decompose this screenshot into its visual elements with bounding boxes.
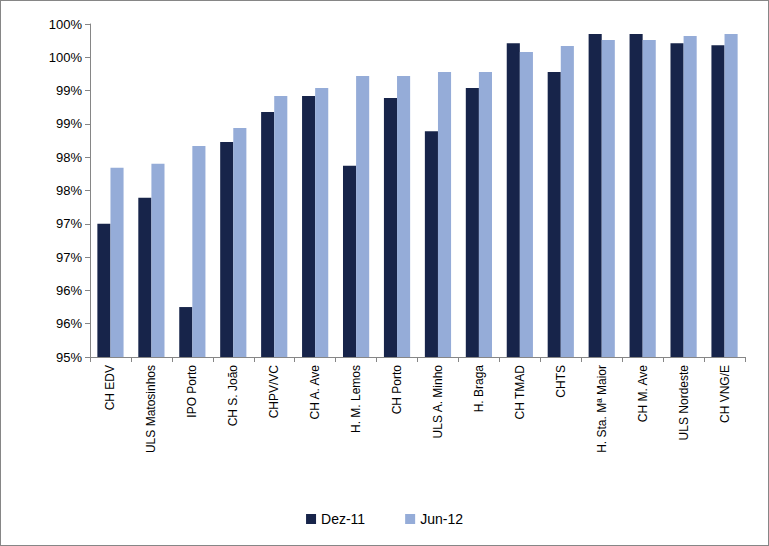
svg-text:ULS Nordeste: ULS Nordeste: [677, 365, 691, 441]
svg-text:CH A. Ave: CH A. Ave: [308, 365, 322, 420]
svg-text:CH VNG/E: CH VNG/E: [718, 365, 732, 423]
svg-text:IPO Porto: IPO Porto: [185, 365, 199, 418]
svg-text:97%: 97%: [56, 250, 82, 265]
svg-text:CH TMAD: CH TMAD: [513, 365, 527, 420]
svg-text:97%: 97%: [56, 216, 82, 231]
svg-text:96%: 96%: [56, 283, 82, 298]
svg-text:CHTS: CHTS: [554, 365, 568, 398]
svg-text:98%: 98%: [56, 183, 82, 198]
svg-text:ULS A. Minho: ULS A. Minho: [431, 365, 445, 439]
svg-text:CH S. João: CH S. João: [226, 365, 240, 427]
svg-text:CH EDV: CH EDV: [103, 365, 117, 410]
svg-text:96%: 96%: [56, 316, 82, 331]
svg-text:95%: 95%: [56, 350, 82, 365]
svg-text:H. Braga: H. Braga: [472, 365, 486, 413]
svg-text:CH Porto: CH Porto: [390, 365, 404, 415]
svg-text:H. M. Lemos: H. M. Lemos: [349, 365, 363, 433]
svg-text:H. Sta. Mª Maior: H. Sta. Mª Maior: [595, 365, 609, 453]
svg-text:Jun-12: Jun-12: [420, 511, 463, 527]
svg-text:100%: 100%: [49, 50, 83, 65]
svg-text:99%: 99%: [56, 116, 82, 131]
svg-text:Dez-11: Dez-11: [321, 511, 365, 527]
svg-text:99%: 99%: [56, 83, 82, 98]
svg-text:CHPV/VC: CHPV/VC: [267, 365, 281, 419]
svg-text:ULS Matosinhos: ULS Matosinhos: [144, 365, 158, 453]
svg-text:98%: 98%: [56, 150, 82, 165]
svg-text:100%: 100%: [49, 17, 83, 32]
svg-text:CH M. Ave: CH M. Ave: [636, 365, 650, 422]
